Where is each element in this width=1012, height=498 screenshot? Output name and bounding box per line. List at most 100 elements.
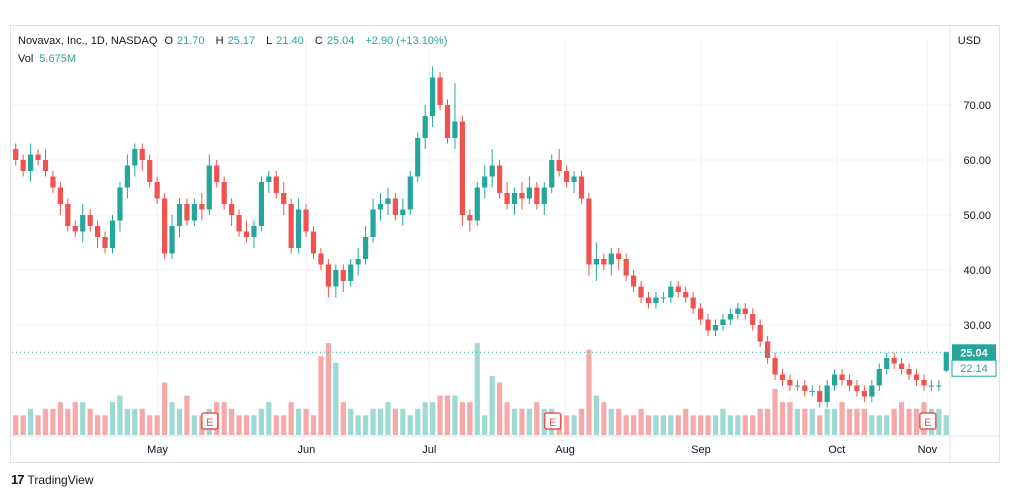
volume-bar xyxy=(50,408,56,435)
candle-body xyxy=(28,154,34,171)
volume-bar xyxy=(42,408,49,435)
candle-body xyxy=(809,391,815,392)
volume-bar xyxy=(899,402,905,435)
volume-bar xyxy=(444,395,451,435)
candle-body xyxy=(474,187,480,221)
candle-body xyxy=(824,385,830,402)
volume-bar xyxy=(794,408,800,435)
volume-bar xyxy=(363,415,369,435)
candle-body xyxy=(139,149,145,160)
candle-body xyxy=(214,165,220,182)
candle-body xyxy=(549,160,555,188)
volume-bar xyxy=(154,415,160,435)
x-tick-label: Aug xyxy=(555,444,575,456)
candle-body xyxy=(109,220,116,248)
candle-body xyxy=(884,358,890,369)
candle-body xyxy=(660,297,666,299)
volume-bar xyxy=(288,402,294,435)
volume-bar xyxy=(340,402,346,435)
volume-bar xyxy=(117,395,123,435)
last-price-badge xyxy=(952,344,996,361)
candle-body xyxy=(608,253,614,265)
candle-body xyxy=(363,237,369,259)
candle-body xyxy=(906,369,912,375)
volume-bar xyxy=(876,415,882,435)
brand-text: TradingView xyxy=(27,472,94,487)
volume-bar xyxy=(266,402,272,435)
candle-body xyxy=(742,308,748,314)
volume-bar xyxy=(690,415,696,435)
candle-body xyxy=(794,385,800,387)
volume-bar xyxy=(355,415,361,435)
candle-body xyxy=(698,308,704,320)
volume-bar xyxy=(392,408,398,435)
candle-body xyxy=(444,105,451,138)
candle-body xyxy=(147,160,153,182)
volume-bar xyxy=(578,408,585,435)
volume-bar xyxy=(660,415,666,435)
candle-body xyxy=(869,385,875,397)
earnings-marker-icon xyxy=(201,412,219,430)
volume-bar xyxy=(742,415,748,435)
candle-body xyxy=(712,325,719,331)
volume-bar xyxy=(437,395,443,435)
volume-bar xyxy=(705,415,711,435)
volume-bar xyxy=(869,415,875,435)
last-price-label: 25.04 xyxy=(960,347,988,359)
candle-body xyxy=(154,182,160,199)
volume-bar xyxy=(593,395,599,435)
volume-bar xyxy=(943,415,949,435)
y-tick-label: 60.00 xyxy=(963,155,991,167)
candle-body xyxy=(318,253,324,265)
volume-legend: Vol 5.675M xyxy=(18,53,76,65)
tradingview-footer[interactable]: 17 TradingView xyxy=(11,472,94,487)
candle-body xyxy=(765,341,771,358)
candle-body xyxy=(899,363,905,369)
candle-body xyxy=(638,286,644,298)
secondary-price-label: 22.14 xyxy=(960,363,988,375)
candle-body xyxy=(117,187,123,221)
candle-body xyxy=(601,259,607,265)
candle-body xyxy=(928,385,934,387)
volume-bar xyxy=(184,395,190,435)
candle-body xyxy=(571,176,577,182)
earnings-marker-label: E xyxy=(549,417,556,429)
candle-body xyxy=(35,154,41,160)
volume-bar xyxy=(698,415,704,435)
volume-bar xyxy=(467,402,473,435)
candle-body xyxy=(191,204,197,221)
volume-bar xyxy=(221,402,227,435)
x-tick-label: Jun xyxy=(297,444,315,456)
candle-body xyxy=(169,226,175,254)
volume-bar xyxy=(534,402,540,435)
candle-body xyxy=(162,198,168,254)
candle-body xyxy=(556,160,562,171)
x-tick-label: Jul xyxy=(422,444,436,456)
candle-body xyxy=(482,176,488,188)
volume-bar xyxy=(631,415,637,435)
candle-body xyxy=(921,380,927,386)
high-value: 25.17 xyxy=(227,35,256,47)
candle-body xyxy=(802,385,808,391)
y-tick-label: 30.00 xyxy=(963,320,991,332)
candle-body xyxy=(50,176,56,188)
candle-body xyxy=(511,193,518,204)
candle-body xyxy=(854,385,860,391)
candle-body xyxy=(206,165,212,210)
earnings-marker-label: E xyxy=(924,417,931,429)
candle-body xyxy=(616,253,622,259)
candle-body xyxy=(467,215,473,221)
volume-bar xyxy=(504,402,510,435)
volume-bar xyxy=(616,408,622,435)
candle-body xyxy=(645,297,652,303)
volume-bar xyxy=(348,408,354,435)
volume-bar xyxy=(489,375,495,435)
tradingview-logo-icon: 17 xyxy=(11,472,25,487)
volume-bar xyxy=(497,382,503,435)
candle-body xyxy=(459,121,465,215)
candle-body xyxy=(407,176,413,210)
volume-bar xyxy=(623,415,629,435)
candle-body xyxy=(913,374,920,380)
candle-body xyxy=(668,286,674,298)
